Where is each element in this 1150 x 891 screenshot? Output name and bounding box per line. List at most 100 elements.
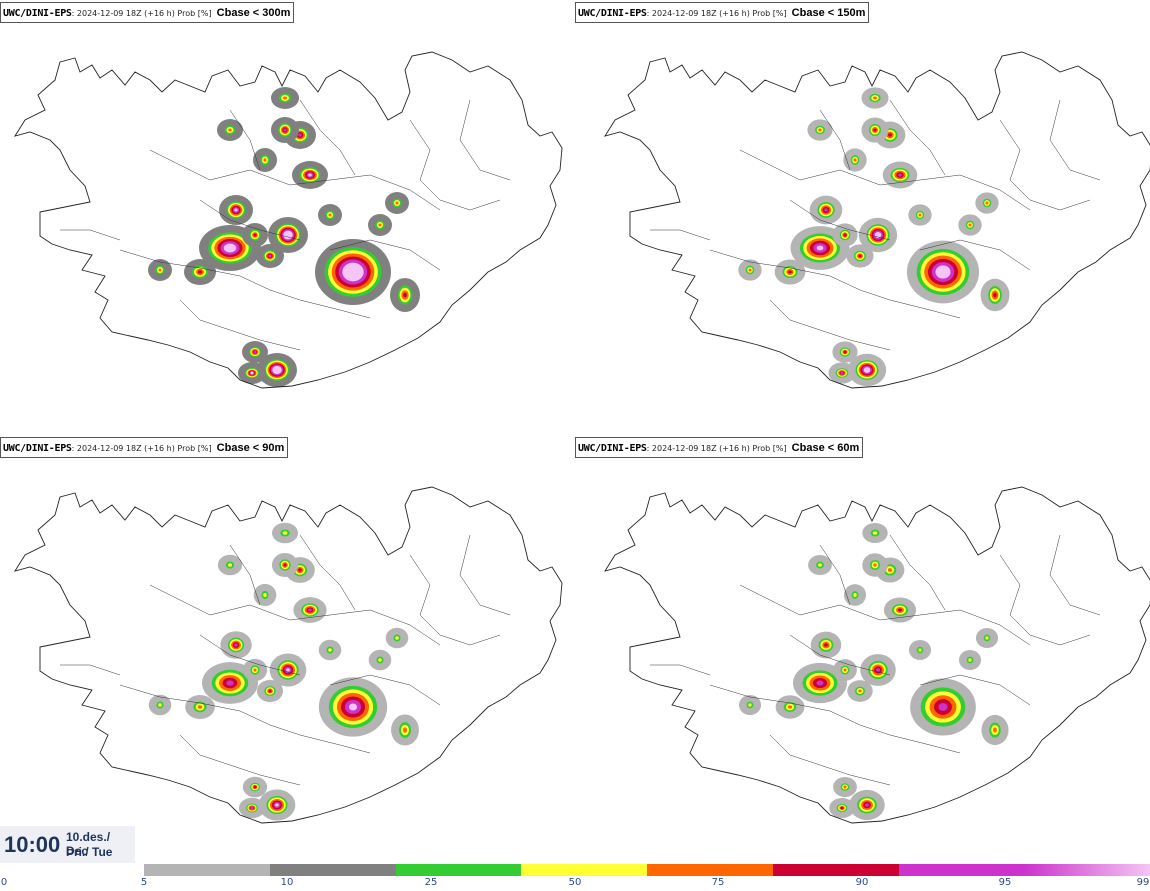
prob-contour	[253, 668, 257, 672]
region-border	[60, 664, 121, 676]
map-panel-3: UWC/DINI-EPS: 2024-12-09 18Z (+16 h) Pro…	[0, 435, 575, 870]
prob-contour	[985, 201, 989, 205]
prob-contour	[865, 368, 869, 372]
prob-contour	[298, 568, 302, 572]
valid-time: 10:00	[4, 832, 61, 857]
prob-contour	[227, 563, 233, 567]
prob-contour	[253, 233, 257, 237]
prob-contour	[787, 705, 793, 709]
prob-contour	[938, 703, 948, 711]
prob-contour	[395, 636, 399, 640]
prob-contour	[824, 643, 828, 647]
region-border	[889, 99, 946, 176]
region-border	[119, 249, 371, 319]
prob-contour	[939, 268, 947, 276]
prob-contour	[888, 133, 892, 137]
coastline	[604, 486, 1150, 824]
region-border	[709, 684, 961, 754]
prob-contour	[308, 608, 312, 612]
prob-contour	[228, 128, 232, 132]
colorbar-tick: 5	[140, 877, 148, 888]
prob-contour	[286, 668, 290, 672]
run-info: : 2024-12-09 18Z (+16 h) Prob [%]	[646, 9, 787, 18]
prob-contour	[158, 703, 162, 707]
colorbar-tick: 75	[711, 877, 725, 888]
prob-contour	[918, 648, 922, 652]
region-border	[709, 249, 961, 319]
colorbar-tick: 25	[424, 877, 438, 888]
region-border	[199, 199, 301, 241]
colorbar-segment	[647, 864, 774, 876]
region-border	[819, 109, 851, 171]
region-border	[919, 674, 1031, 706]
prob-contour	[968, 223, 972, 227]
prob-contour	[843, 350, 847, 354]
region-border	[769, 299, 891, 351]
prob-contour	[298, 133, 302, 137]
prob-contour	[234, 208, 238, 212]
iceland-map	[14, 51, 563, 389]
prob-contour	[268, 689, 272, 693]
colorbar-tick: 90	[855, 877, 869, 888]
prob-contour	[853, 593, 857, 597]
map-panel-4: UWC/DINI-EPS: 2024-12-09 18Z (+16 h) Pro…	[575, 435, 1150, 870]
run-info: : 2024-12-09 18Z (+16 h) Prob [%]	[71, 9, 212, 18]
prob-contour	[865, 803, 869, 807]
prob-contour	[348, 703, 358, 711]
prob-contour	[253, 785, 257, 789]
region-border	[769, 734, 891, 786]
prob-contour	[283, 96, 287, 100]
panel-title: UWC/DINI-EPS: 2024-12-09 18Z (+16 h) Pro…	[0, 437, 289, 458]
prob-contour	[840, 806, 844, 810]
prob-contour	[898, 173, 902, 177]
threshold-label: Cbase < 90m	[216, 442, 285, 454]
prob-contour	[993, 727, 997, 733]
panel-title: UWC/DINI-EPS: 2024-12-09 18Z (+16 h) Pro…	[575, 2, 870, 23]
prob-contour	[876, 233, 880, 237]
colorbar-segment	[269, 864, 396, 876]
coastline	[604, 51, 1150, 389]
region-border	[409, 554, 501, 646]
valid-date: 10.des./ Dec	[66, 830, 111, 858]
region-border	[1049, 99, 1101, 181]
probability-colorbar	[144, 864, 1150, 876]
prob-contour	[897, 608, 903, 612]
colorbar-tick: 50	[568, 877, 582, 888]
prob-contour	[873, 128, 877, 132]
threshold-label: Cbase < 300m	[216, 7, 291, 19]
prob-contour	[748, 703, 752, 707]
region-border	[789, 634, 891, 676]
region-border	[409, 119, 501, 211]
prob-contour	[887, 568, 893, 572]
run-info: : 2024-12-09 18Z (+16 h) Prob [%]	[646, 444, 787, 453]
prob-contour	[403, 727, 407, 733]
prob-contour	[853, 158, 857, 162]
panel-title: UWC/DINI-EPS: 2024-12-09 18Z (+16 h) Pro…	[575, 437, 864, 458]
prob-contour	[378, 658, 382, 662]
region-border	[919, 239, 1031, 271]
prob-contour	[283, 563, 287, 567]
colorbar-tick: 10	[280, 877, 294, 888]
valid-time-box: 10:00 10.des./ Dec Þri./ Tue	[0, 826, 135, 863]
prob-contour	[263, 158, 267, 162]
prob-contour	[876, 668, 880, 672]
colorbar-segment	[521, 864, 648, 876]
region-border	[179, 734, 301, 786]
prob-contour	[403, 292, 407, 298]
prob-contour	[308, 173, 312, 177]
colorbar-tick: 95	[998, 877, 1012, 888]
prob-contour	[253, 350, 257, 354]
region-border	[229, 109, 261, 171]
run-info: : 2024-12-09 18Z (+16 h) Prob [%]	[71, 444, 212, 453]
coastline	[14, 51, 563, 389]
region-border	[299, 99, 356, 176]
region-border	[889, 534, 946, 611]
model-name: UWC/DINI-EPS	[3, 8, 72, 19]
region-border	[60, 229, 121, 241]
region-border	[789, 199, 891, 241]
region-border	[299, 534, 356, 611]
prob-contour	[273, 367, 281, 373]
prob-contour	[843, 233, 847, 237]
region-border	[819, 544, 851, 606]
prob-contour	[858, 254, 862, 258]
